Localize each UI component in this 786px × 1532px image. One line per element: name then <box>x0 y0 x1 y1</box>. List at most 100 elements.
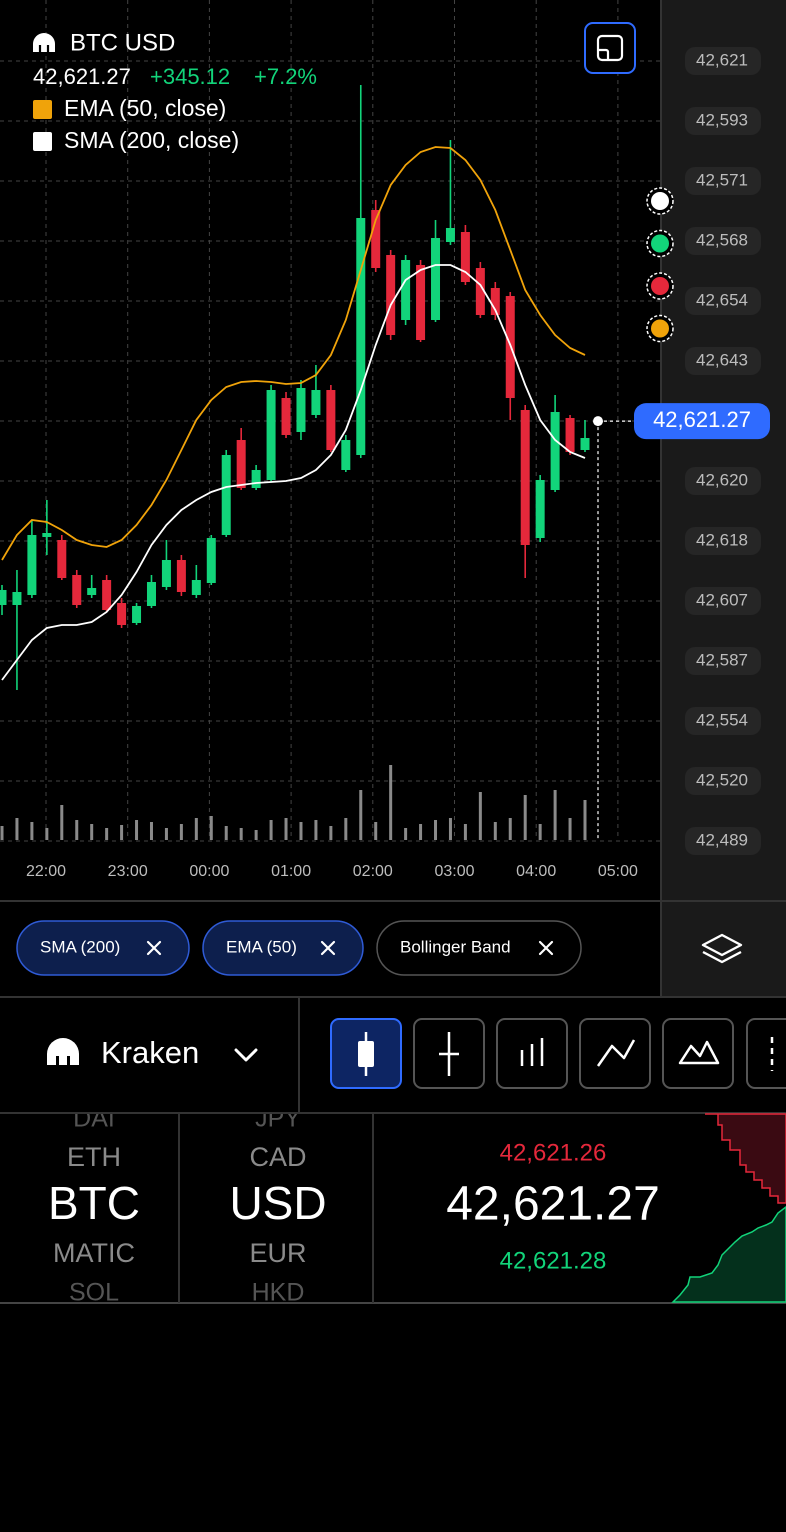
current-price-badge <box>634 403 770 440</box>
fullscreen-icon <box>596 34 624 62</box>
currency-option[interactable]: MATIC <box>53 1238 135 1268</box>
volume-bar <box>508 818 512 840</box>
line-button[interactable] <box>579 1018 651 1089</box>
chip-remove[interactable] <box>320 940 336 956</box>
chip-remove[interactable] <box>538 940 554 956</box>
currency-option[interactable]: SOL <box>69 1279 119 1307</box>
currency-option[interactable]: EUR <box>249 1238 306 1268</box>
volume-bar <box>269 820 273 840</box>
candle-body <box>236 440 246 488</box>
price-label-pill <box>685 527 761 555</box>
volume-bar <box>135 820 139 840</box>
candle-body <box>490 288 500 315</box>
volume-bar <box>583 800 587 840</box>
volume-bar <box>30 822 34 840</box>
marker-dot[interactable] <box>651 192 669 210</box>
price-label-pill <box>685 47 761 75</box>
ohlc-button[interactable] <box>413 1018 485 1089</box>
kraken-logo <box>47 1038 79 1066</box>
currency-option[interactable]: USD <box>229 1177 326 1229</box>
volume-bar <box>493 822 497 840</box>
price-label-pill <box>685 767 761 795</box>
volume-bar <box>523 795 527 840</box>
time-label: 04:00 <box>516 863 556 880</box>
marker-dot[interactable] <box>651 319 669 338</box>
marker-dot[interactable] <box>651 277 669 295</box>
candle-body <box>146 582 156 606</box>
volume-bar <box>478 792 482 840</box>
more-button[interactable] <box>746 1018 786 1089</box>
candle-body <box>42 533 52 537</box>
time-label: 03:00 <box>434 863 474 880</box>
candle-body <box>580 438 590 450</box>
volume-bar <box>224 826 228 840</box>
volume-bar <box>179 824 183 840</box>
chip-remove[interactable] <box>146 940 162 956</box>
volume-bar <box>90 824 94 840</box>
price-label: 42,593 <box>696 110 748 129</box>
candle-body <box>550 412 560 490</box>
candle-body <box>12 592 22 605</box>
candle-body <box>221 455 231 535</box>
legend-label: EMA (50, close) <box>64 95 226 121</box>
currency-option[interactable]: HKD <box>252 1279 305 1307</box>
price-label-pill <box>685 287 761 315</box>
currency-option[interactable]: JPY <box>255 1105 301 1133</box>
indicator-chip[interactable]: EMA (50) <box>202 920 364 976</box>
bars-button[interactable] <box>496 1018 568 1089</box>
price-label-pill <box>685 647 761 675</box>
volume-bar <box>568 818 572 840</box>
candle-body <box>72 575 82 605</box>
volume-bar <box>239 828 243 840</box>
volume-bar <box>60 805 64 840</box>
price-label: 42,621 <box>696 50 748 69</box>
exchange-selector[interactable]: Kraken <box>47 1035 258 1070</box>
last-price: 42,621.27 <box>33 64 131 89</box>
candles-button[interactable] <box>330 1018 402 1089</box>
candle-body <box>535 480 545 538</box>
chip-frame[interactable] <box>202 920 364 976</box>
fullscreen-frame[interactable] <box>584 22 636 74</box>
volume-bar <box>419 824 423 840</box>
exchange-name[interactable]: Kraken <box>101 1035 199 1070</box>
current-price-label: 42,621.27 <box>653 407 751 432</box>
fullscreen-button[interactable] <box>584 22 636 74</box>
indicator-line <box>1 264 586 681</box>
chip-frame[interactable] <box>16 920 190 976</box>
price-label-pill <box>685 347 761 375</box>
chip-label: SMA (200) <box>40 937 120 956</box>
marker-dot[interactable] <box>651 234 669 253</box>
volume-bar <box>194 818 198 840</box>
indicator-chip[interactable]: Bollinger Band <box>376 920 582 976</box>
currency-option[interactable]: BTC <box>48 1177 140 1229</box>
candle-body <box>520 410 530 545</box>
candle-body <box>0 590 7 605</box>
candle-body <box>416 265 426 340</box>
candle-body <box>326 390 336 450</box>
currency-option[interactable]: ETH <box>67 1142 121 1172</box>
indicator-chip[interactable]: SMA (200) <box>16 920 190 976</box>
volume-bar <box>404 828 408 840</box>
candle-body <box>445 228 455 242</box>
currency-option[interactable]: DAI <box>73 1105 115 1133</box>
volume-bar <box>209 816 213 840</box>
volume-bar <box>314 820 318 840</box>
layers-button[interactable] <box>701 933 743 964</box>
volume-bar <box>149 822 153 840</box>
candle-body <box>117 603 127 625</box>
candle-body <box>176 560 186 592</box>
volume-bar <box>553 790 557 840</box>
volume-bar <box>359 790 363 840</box>
area-button[interactable] <box>662 1018 734 1089</box>
kraken-logo <box>33 33 55 53</box>
depth-chart <box>671 1113 786 1303</box>
currency-option[interactable]: CAD <box>249 1142 306 1172</box>
legend-label: SMA (200, close) <box>64 127 239 153</box>
candle-body <box>87 588 97 595</box>
candle-body <box>371 210 381 268</box>
candle-body <box>102 580 112 610</box>
price-label: 42,620 <box>696 470 748 489</box>
price-label: 42,607 <box>696 590 748 609</box>
chip-frame[interactable] <box>376 920 582 976</box>
